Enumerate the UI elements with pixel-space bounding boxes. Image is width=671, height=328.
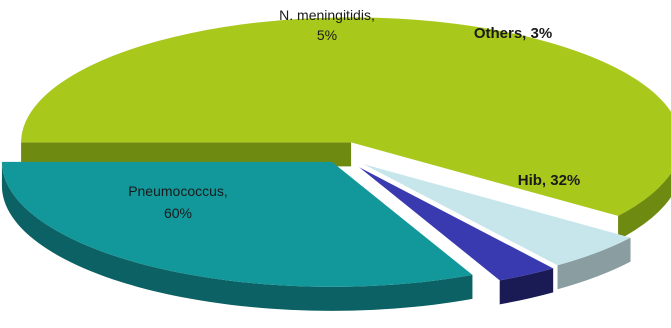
data-label-line: 60%	[164, 205, 192, 221]
pie-sides-layer	[1, 142, 671, 311]
pie-slice-side-others	[499, 268, 554, 305]
pie-slice-n-meningitidis	[363, 164, 631, 266]
pie-slice-pneumococcus	[21, 17, 671, 216]
pie-slice-others	[359, 167, 554, 281]
data-label-line: Pneumococcus,	[128, 183, 228, 199]
pie-labels-layer: Pneumococcus, 60% N. meningitidis, 5% Others…	[128, 7, 580, 221]
pie-tops-layer	[1, 17, 671, 287]
data-label-hib: Hib, 32%	[518, 172, 581, 189]
data-label-line: 5%	[317, 27, 337, 43]
data-label-pneumococcus: Pneumococcus, 60%	[128, 183, 228, 221]
data-label-line: Hib, 32%	[518, 172, 581, 189]
pie-slice-wall-pneumococcus	[21, 142, 352, 167]
data-label-n-meningitidis: N. meningitidis, 5%	[279, 7, 375, 43]
data-label-line: N. meningitidis,	[279, 7, 375, 23]
data-label-others: Others, 3%	[474, 25, 552, 42]
pie-slice-hib	[1, 161, 473, 287]
data-label-line: Others, 3%	[474, 25, 552, 42]
pie-slice-side-pneumococcus	[618, 172, 671, 240]
pie-slice-side-n-meningitidis	[557, 237, 631, 290]
pie-slice-side-hib	[1, 161, 473, 311]
